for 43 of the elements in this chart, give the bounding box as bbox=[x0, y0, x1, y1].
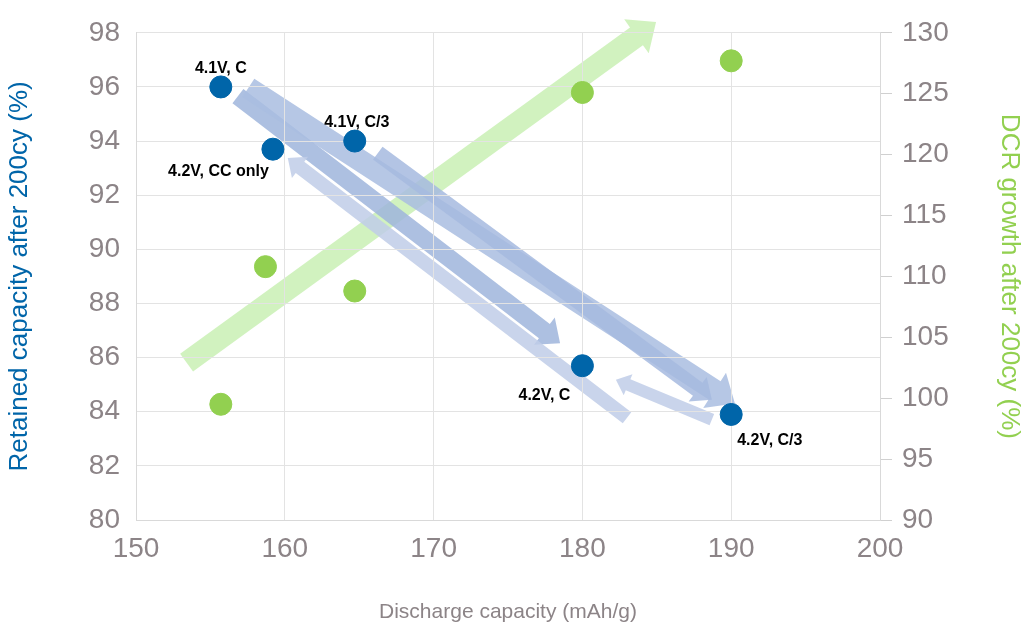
annotation: 4.2V, CC only bbox=[168, 161, 269, 179]
y2-tick-label: 125 bbox=[902, 76, 949, 108]
x-tick-label: 150 bbox=[112, 531, 160, 563]
x-tick-label: 200 bbox=[856, 531, 904, 563]
point bbox=[343, 279, 367, 303]
y-tick-label: 84 bbox=[88, 394, 120, 426]
y2-tick-label: 105 bbox=[902, 320, 949, 352]
y2-axis-title: DCR growth after 200cy (%) bbox=[996, 113, 1027, 439]
point bbox=[343, 129, 367, 153]
y-tick-label: 96 bbox=[88, 69, 120, 101]
x-tick-label: 160 bbox=[261, 531, 309, 563]
y-tick-label: 88 bbox=[88, 286, 120, 318]
annotation: 4.2V, C/3 bbox=[737, 430, 803, 448]
x-tick-label: 190 bbox=[707, 531, 755, 563]
y2-tick-label: 110 bbox=[902, 259, 947, 291]
point bbox=[261, 137, 285, 161]
y-tick-label: 92 bbox=[88, 177, 120, 209]
point bbox=[719, 49, 743, 73]
y2-tick-label: 130 bbox=[902, 15, 949, 47]
y-axis-title: Retained capacity after 200cy (%) bbox=[2, 81, 33, 472]
point bbox=[570, 80, 594, 104]
annotation: 4.1V, C bbox=[194, 59, 248, 77]
point bbox=[719, 402, 743, 426]
x-tick-label: 180 bbox=[559, 531, 606, 563]
y2-tick-label: 115 bbox=[902, 198, 947, 230]
point bbox=[570, 354, 594, 378]
y-tick-label: 94 bbox=[88, 123, 120, 155]
y2-tick-label: 120 bbox=[902, 137, 949, 169]
y-tick-label: 98 bbox=[88, 15, 120, 47]
annotation: 4.1V, C/3 bbox=[324, 113, 390, 131]
point bbox=[209, 392, 233, 416]
annotation: 4.2V, C bbox=[518, 386, 571, 404]
y-tick-label: 86 bbox=[88, 340, 120, 372]
point bbox=[253, 255, 277, 279]
y-tick-label: 80 bbox=[88, 502, 120, 534]
y-tick-label: 82 bbox=[88, 448, 120, 480]
x-tick-label: 170 bbox=[410, 531, 457, 563]
y2-tick-label: 90 bbox=[902, 502, 934, 534]
y2-tick-label: 95 bbox=[902, 441, 934, 473]
y2-tick-label: 100 bbox=[902, 380, 949, 412]
x-axis-title: Discharge capacity (mAh/g) bbox=[379, 599, 637, 623]
point bbox=[209, 75, 233, 99]
y-tick-label: 90 bbox=[88, 232, 120, 264]
